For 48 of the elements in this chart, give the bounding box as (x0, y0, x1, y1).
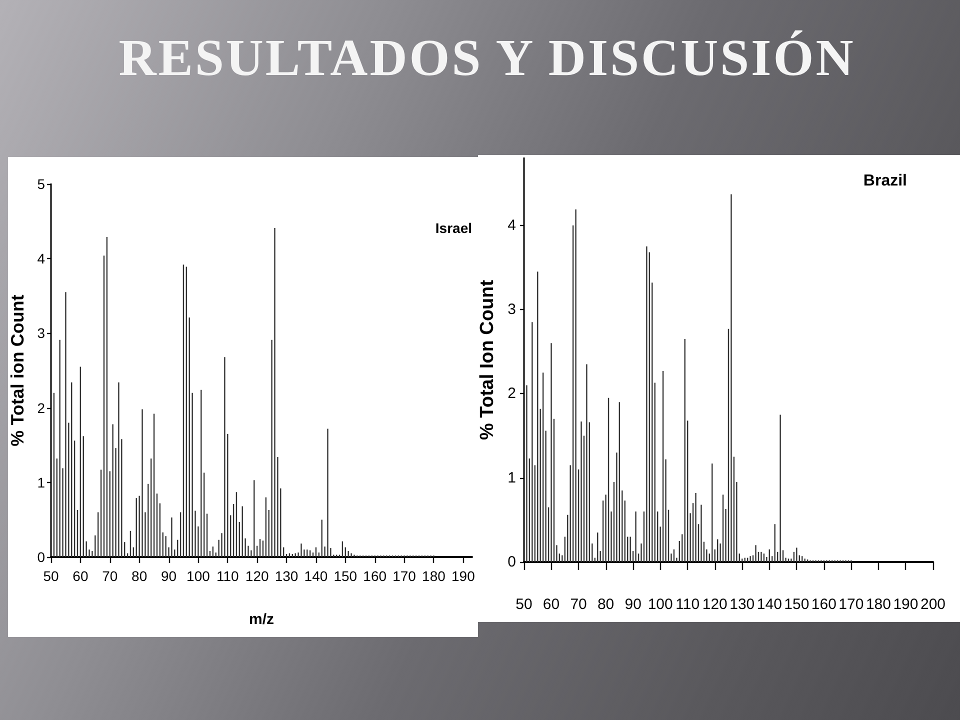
x-tick-label: 60 (542, 596, 560, 613)
x-tick-label: 90 (160, 568, 177, 584)
y-tick-label: 0 (37, 549, 46, 565)
x-tick-label: 140 (304, 568, 328, 584)
y-tick-label: 3 (37, 325, 46, 342)
x-tick-label: 140 (756, 596, 782, 613)
y-tick-label: 4 (508, 216, 516, 234)
y-axis-title: % Total Ion Count (476, 279, 498, 440)
text: Israel (435, 220, 472, 236)
x-tick-label: 130 (274, 568, 298, 584)
x-tick-label: 70 (570, 596, 587, 613)
text: Brazil (863, 172, 908, 190)
x-tick-label: 190 (451, 568, 476, 584)
x-tick-label: 190 (893, 596, 918, 613)
x-tick-label: 180 (422, 568, 446, 584)
x-tick-label: 160 (363, 568, 387, 584)
x-tick-label: 60 (72, 568, 88, 584)
x-axis-title: m/z (248, 611, 274, 628)
x-tick-label: 150 (334, 568, 358, 584)
x-tick-label: 110 (676, 596, 700, 613)
x-tick-label: 150 (784, 596, 810, 613)
y-tick-label: 2 (37, 400, 46, 416)
y-tick-label: 0 (508, 554, 516, 570)
x-tick-label: 100 (648, 596, 673, 613)
y-axis-title: % Total ion Count (7, 294, 28, 446)
x-tick-label: 100 (186, 568, 210, 584)
x-tick-label: 170 (838, 596, 864, 613)
x-tick-label: 80 (597, 596, 614, 613)
x-tick-label: 70 (102, 568, 118, 584)
y-tick-label: 4 (37, 250, 46, 267)
x-tick-label: 170 (392, 568, 416, 584)
x-tick-label: 120 (245, 568, 269, 584)
x-tick-label: 120 (702, 596, 728, 613)
y-tick-label: 2 (508, 385, 516, 402)
y-tick-label: 3 (508, 301, 516, 318)
x-tick-label: 110 (216, 568, 240, 584)
y-tick-label: 5 (37, 176, 46, 192)
x-tick-label: 180 (866, 596, 891, 613)
y-tick-label: 1 (508, 469, 516, 486)
x-tick-label: 80 (132, 568, 148, 584)
y-tick-label: 1 (37, 474, 46, 490)
x-tick-label: 200 (920, 596, 946, 613)
x-tick-label: 50 (516, 596, 532, 613)
text: RESULTADOS Y DISCUSIÓN (118, 30, 856, 87)
x-tick-label: 90 (624, 596, 642, 613)
x-tick-label: 50 (43, 568, 59, 584)
x-tick-label: 130 (730, 596, 755, 613)
x-tick-label: 160 (811, 596, 836, 613)
